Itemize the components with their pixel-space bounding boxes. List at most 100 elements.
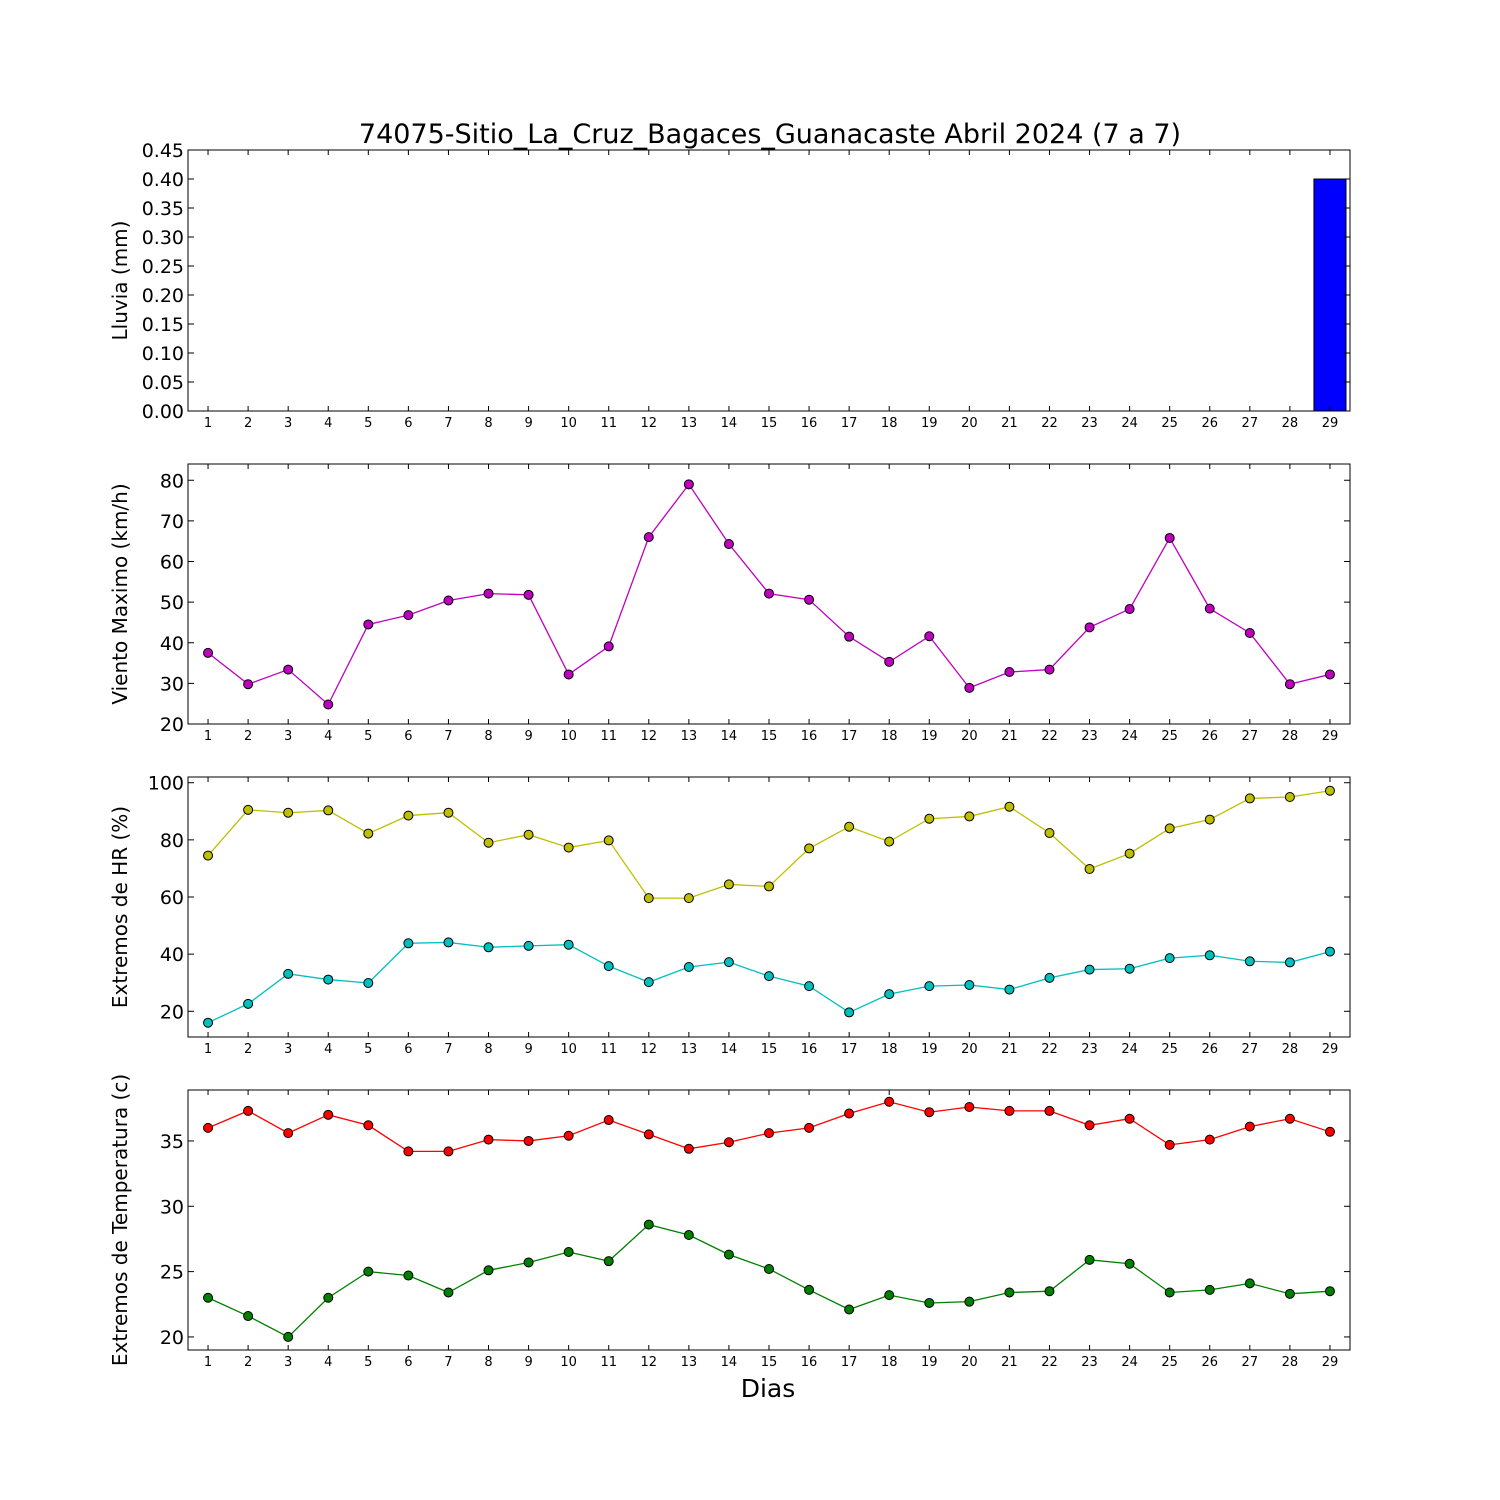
rain-xtick-label: 18 [881, 416, 898, 431]
rain-bar-29 [1313, 178, 1347, 412]
rain-xtick-label: 21 [1001, 416, 1018, 431]
humidity-series-1-point-21 [1004, 984, 1015, 995]
wind-series-0-point-17 [844, 631, 855, 642]
temperature-series-1-point-20 [964, 1296, 975, 1307]
temperature-series-1-point-12 [643, 1219, 654, 1230]
humidity-series-0-point-1 [203, 850, 214, 861]
humidity-series-1-point-11 [603, 961, 614, 972]
rain-xtick-label: 28 [1282, 416, 1299, 431]
humidity-xtick-label: 16 [801, 1042, 818, 1057]
wind-series-0-point-11 [603, 641, 614, 652]
humidity-series-1-point-24 [1124, 963, 1135, 974]
wind-xtick-label: 17 [841, 729, 858, 744]
humidity-ytick-label: 100 [148, 773, 184, 795]
humidity-series-0-point-25 [1164, 823, 1175, 834]
humidity-xtick-label: 2 [244, 1042, 252, 1057]
temperature-series-0-point-6 [403, 1146, 414, 1157]
humidity-series-0-point-19 [924, 813, 935, 824]
temperature-series-1-point-7 [443, 1287, 454, 1298]
humidity-xtick-label: 25 [1161, 1042, 1178, 1057]
wind-series-0-point-28 [1284, 679, 1295, 690]
wind-xtick-label: 26 [1201, 729, 1218, 744]
wind-xtick-label: 18 [881, 729, 898, 744]
humidity-xtick-label: 6 [404, 1042, 412, 1057]
rain-xtick-label: 10 [560, 416, 577, 431]
temperature-series-1-point-26 [1204, 1284, 1215, 1295]
temperature-series-0-point-22 [1044, 1105, 1055, 1116]
humidity-series-1-point-29 [1324, 946, 1335, 957]
wind-series-0-point-3 [283, 664, 294, 675]
humidity-series-0-point-28 [1284, 792, 1295, 802]
humidity-series-0-point-2 [243, 804, 254, 815]
temperature-series-0-point-9 [523, 1135, 534, 1146]
temperature-xtick-label: 26 [1201, 1355, 1218, 1370]
temperature-series-1-point-17 [844, 1304, 855, 1315]
temperature-series-1-point-28 [1284, 1288, 1295, 1299]
humidity-xtick-label: 1 [204, 1042, 212, 1057]
wind-xtick-label: 2 [244, 729, 252, 744]
humidity-xtick-label: 18 [881, 1042, 898, 1057]
temperature-series-0-point-8 [483, 1134, 494, 1145]
humidity-series-1-point-19 [924, 981, 935, 992]
wind-xtick-label: 3 [284, 729, 292, 744]
humidity-series-0-point-12 [643, 893, 654, 904]
wind-series-0-point-10 [563, 669, 574, 680]
temperature-series-1-point-22 [1044, 1286, 1055, 1297]
temperature-series-0-point-15 [764, 1128, 774, 1139]
rain-ytick-label: 0.10 [142, 343, 184, 365]
temperature-series-1-point-8 [483, 1265, 494, 1276]
wind-xtick-label: 27 [1242, 729, 1259, 744]
temperature-series-0-point-28 [1284, 1113, 1295, 1124]
temperature-xtick-label: 28 [1282, 1355, 1299, 1370]
humidity-series-1-point-17 [844, 1007, 855, 1018]
wind-series-0-point-20 [964, 682, 975, 693]
wind-series-0-point-5 [363, 619, 374, 630]
rain-ytick-label: 0.35 [142, 198, 184, 220]
rain-xtick-label: 9 [524, 416, 532, 431]
temperature-series-1-point-11 [603, 1256, 614, 1267]
rain-xtick-label: 20 [961, 416, 978, 431]
wind-series-0-point-26 [1204, 603, 1215, 614]
wind-xtick-label: 4 [324, 729, 332, 744]
temperature-series-1-point-16 [804, 1284, 815, 1295]
wind-ytick-label: 60 [160, 552, 184, 574]
rain-xtick-label: 13 [681, 416, 698, 431]
humidity-xtick-label: 29 [1322, 1042, 1339, 1057]
wind-series-0-point-13 [683, 479, 694, 490]
rain-xtick-label: 29 [1322, 416, 1339, 431]
humidity-xtick-label: 11 [600, 1042, 617, 1057]
wind-series-0-point-7 [443, 595, 454, 606]
rain-xtick-label: 7 [444, 416, 452, 431]
rain-xtick-label: 8 [484, 416, 492, 431]
rain-ytick-label: 0.45 [142, 140, 184, 162]
rain-xtick-label: 4 [324, 416, 332, 431]
humidity-series-0-point-16 [804, 843, 815, 854]
wind-series-0-point-16 [804, 594, 815, 605]
wind-xtick-label: 7 [444, 729, 452, 744]
wind-series-0-point-23 [1084, 622, 1095, 633]
temperature-xtick-label: 25 [1161, 1355, 1178, 1370]
temperature-xtick-label: 1 [204, 1355, 212, 1370]
temperature-xtick-label: 11 [600, 1355, 617, 1370]
humidity-series-0-point-24 [1124, 848, 1135, 859]
humidity-series-1-point-28 [1284, 957, 1295, 968]
humidity-ytick-label: 80 [160, 830, 184, 852]
humidity-series-0-point-5 [363, 828, 374, 839]
temperature-series-1-point-25 [1164, 1287, 1175, 1298]
temperature-xtick-label: 18 [881, 1355, 898, 1370]
temperature-xtick-label: 2 [244, 1355, 252, 1370]
humidity-series-1-point-9 [523, 940, 534, 951]
wind-xtick-label: 25 [1161, 729, 1178, 744]
temperature-series-1-point-27 [1244, 1278, 1255, 1289]
humidity-series-0-point-29 [1324, 785, 1335, 796]
wind-ytick-label: 40 [160, 633, 184, 655]
wind-ytick-label: 30 [160, 673, 184, 695]
humidity-series-0-point-26 [1204, 814, 1215, 825]
humidity-series-0-point-13 [683, 893, 694, 904]
humidity-xtick-label: 5 [364, 1042, 372, 1057]
humidity-series-1-point-7 [443, 937, 454, 948]
wind-xtick-label: 23 [1081, 729, 1098, 744]
temperature-series-0-point-21 [1004, 1105, 1015, 1116]
rain-subplot: 0.00 0.05 0.10 0.15 0.20 0.25 0.30 0.35 0.40 0.45… [108, 140, 1351, 431]
